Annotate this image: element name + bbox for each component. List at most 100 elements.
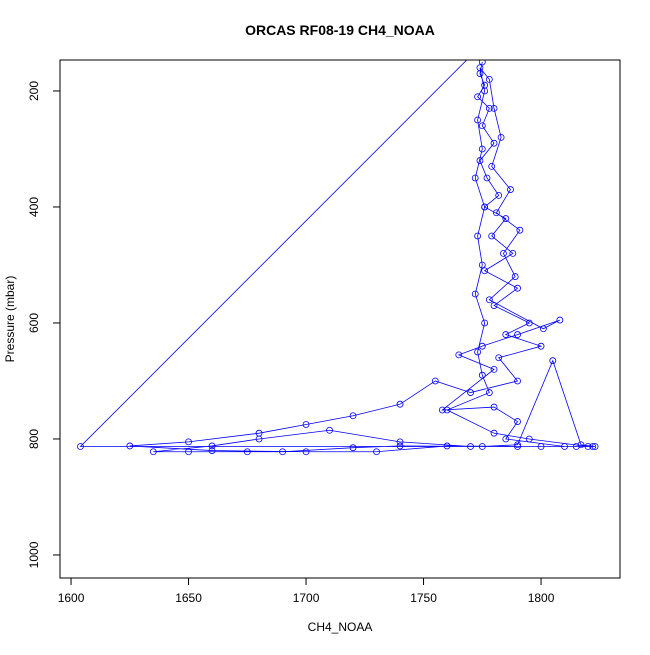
point bbox=[502, 331, 510, 338]
point bbox=[77, 443, 84, 450]
point bbox=[349, 444, 357, 452]
point bbox=[516, 226, 524, 234]
point bbox=[455, 351, 463, 359]
point bbox=[443, 406, 451, 414]
point bbox=[476, 64, 484, 72]
point bbox=[495, 191, 503, 199]
x-axis-label: CH4_NOAA bbox=[308, 620, 373, 634]
point bbox=[396, 442, 404, 450]
point bbox=[556, 316, 564, 324]
point bbox=[185, 448, 192, 456]
point bbox=[302, 421, 310, 428]
point bbox=[490, 429, 498, 437]
point bbox=[488, 162, 496, 170]
point bbox=[490, 403, 498, 411]
point bbox=[509, 249, 517, 257]
x-tick-label: 1650 bbox=[175, 591, 202, 605]
plot-area bbox=[77, 60, 599, 456]
y-tick-label: 800 bbox=[27, 429, 41, 449]
point bbox=[471, 174, 479, 182]
point bbox=[514, 418, 521, 425]
point bbox=[396, 438, 404, 446]
point bbox=[326, 426, 333, 434]
point bbox=[478, 145, 486, 153]
point bbox=[349, 412, 357, 420]
point bbox=[485, 75, 493, 83]
point bbox=[514, 443, 521, 450]
point bbox=[481, 87, 489, 95]
point bbox=[478, 371, 486, 379]
point bbox=[502, 435, 510, 443]
point bbox=[478, 122, 486, 130]
point bbox=[474, 93, 481, 101]
y-tick-label: 1000 bbox=[27, 541, 41, 568]
point bbox=[126, 442, 134, 450]
point bbox=[478, 342, 486, 350]
point bbox=[514, 377, 521, 385]
point bbox=[584, 443, 592, 450]
point bbox=[537, 342, 545, 350]
point bbox=[208, 447, 216, 454]
point bbox=[243, 448, 251, 456]
point bbox=[467, 389, 474, 396]
point bbox=[514, 331, 521, 338]
point bbox=[474, 232, 481, 240]
x-tick-label: 1600 bbox=[58, 591, 85, 605]
point bbox=[208, 442, 216, 450]
point bbox=[478, 261, 486, 269]
point bbox=[483, 174, 491, 182]
point bbox=[502, 215, 510, 222]
point bbox=[279, 448, 286, 456]
point bbox=[577, 441, 585, 449]
x-tick-label: 1750 bbox=[410, 591, 437, 605]
point bbox=[471, 290, 479, 298]
point bbox=[438, 406, 446, 414]
point bbox=[474, 116, 481, 124]
point bbox=[481, 203, 489, 211]
point bbox=[537, 443, 545, 450]
point bbox=[431, 377, 439, 385]
point bbox=[476, 157, 484, 164]
point bbox=[255, 435, 263, 443]
point bbox=[467, 443, 474, 450]
point bbox=[490, 302, 498, 309]
point bbox=[149, 448, 157, 456]
point bbox=[478, 60, 486, 66]
point bbox=[302, 448, 310, 456]
y-tick-label: 400 bbox=[27, 197, 41, 217]
point bbox=[478, 443, 486, 450]
point bbox=[511, 273, 519, 280]
point bbox=[481, 267, 489, 275]
point bbox=[490, 139, 498, 147]
point bbox=[495, 354, 503, 362]
chart-title: ORCAS RF08-19 CH4_NOAA bbox=[245, 22, 435, 38]
point bbox=[497, 133, 505, 141]
point bbox=[514, 441, 521, 449]
point bbox=[485, 389, 493, 396]
y-axis-label: Pressure (mbar) bbox=[3, 276, 17, 363]
plot-frame bbox=[59, 59, 621, 579]
point bbox=[589, 443, 597, 450]
y-tick-label: 200 bbox=[27, 81, 41, 101]
point bbox=[185, 438, 192, 446]
point bbox=[507, 186, 514, 193]
point bbox=[485, 296, 493, 304]
x-tick-label: 1800 bbox=[528, 591, 555, 605]
point bbox=[481, 319, 489, 327]
series-line bbox=[79, 60, 596, 453]
point bbox=[474, 348, 481, 356]
point bbox=[525, 319, 533, 327]
point bbox=[561, 443, 568, 450]
point bbox=[549, 357, 557, 365]
point bbox=[396, 400, 404, 408]
point bbox=[490, 365, 498, 373]
point bbox=[485, 104, 493, 112]
point bbox=[514, 284, 521, 292]
point bbox=[490, 104, 498, 112]
point bbox=[525, 435, 533, 443]
point bbox=[572, 443, 580, 450]
y-tick-label: 600 bbox=[27, 313, 41, 333]
point bbox=[539, 325, 547, 333]
point bbox=[488, 232, 496, 240]
